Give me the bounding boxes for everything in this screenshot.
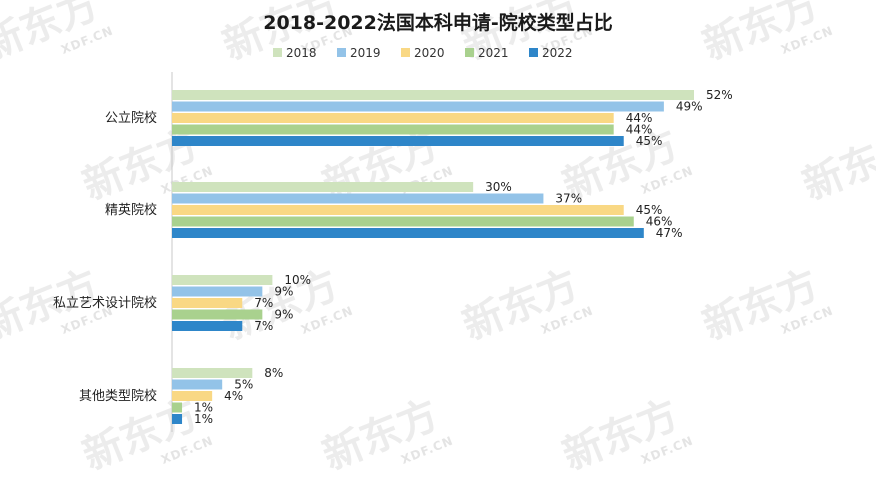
- legend-swatch-2022: [529, 48, 538, 57]
- bar-2022-1: [172, 228, 644, 238]
- legend-label-2020: 2020: [414, 46, 445, 60]
- watermark-logo-text: 新东方: [317, 392, 445, 478]
- bar-2018-1: [172, 182, 474, 192]
- data-label: 44%: [626, 111, 653, 125]
- chart-legend: 2018 2019 2020 2021 2022: [273, 46, 573, 60]
- data-label: 1%: [194, 401, 213, 415]
- legend-label-2018: 2018: [286, 46, 317, 60]
- category-label: 其他类型院校: [79, 388, 157, 404]
- bar-2019-2: [172, 286, 263, 297]
- data-label: 46%: [646, 215, 673, 229]
- bar-2022-0: [172, 136, 624, 146]
- data-label: 9%: [274, 285, 293, 299]
- bar-2021-2: [172, 309, 263, 320]
- data-label: 7%: [254, 296, 273, 310]
- legend-swatch-2021: [465, 48, 474, 57]
- data-label: 37%: [555, 192, 582, 206]
- bar-2018-2: [172, 275, 273, 285]
- watermark-logo-text: 新东方: [557, 392, 685, 478]
- bar-2021-3: [172, 402, 183, 413]
- data-label: 9%: [274, 308, 293, 322]
- data-label: 7%: [254, 319, 273, 333]
- bar-2020-0: [172, 113, 614, 123]
- legend-swatch-2018: [273, 48, 282, 57]
- bar-2020-1: [172, 205, 624, 215]
- data-label: 1%: [194, 412, 213, 426]
- legend-swatch-2019: [337, 48, 346, 57]
- category-label: 公立院校: [105, 110, 157, 126]
- bar-2020-3: [172, 391, 213, 401]
- chart-title: 2018-2022法国本科申请-院校类型占比: [263, 11, 613, 34]
- data-label: 44%: [626, 123, 653, 137]
- data-label: 45%: [636, 134, 663, 148]
- bar-2021-1: [172, 216, 634, 227]
- bar-2020-2: [172, 298, 243, 308]
- legend-swatch-2020: [401, 48, 410, 57]
- bar-2018-3: [172, 368, 253, 378]
- bar-2019-0: [172, 101, 664, 112]
- bar-2022-3: [172, 414, 183, 424]
- category-label: 私立艺术设计院校: [53, 295, 157, 311]
- data-label: 47%: [656, 226, 683, 240]
- data-label: 5%: [234, 378, 253, 392]
- data-label: 4%: [224, 389, 243, 403]
- bar-2019-3: [172, 379, 223, 390]
- watermark-logo-text: 新东方: [77, 392, 205, 478]
- bar-2021-0: [172, 124, 614, 135]
- watermark-logo-text: 新东方: [457, 262, 585, 350]
- legend-label-2021: 2021: [478, 46, 509, 60]
- bar-layer: [172, 90, 694, 424]
- data-label: 30%: [485, 180, 512, 194]
- data-label: 10%: [284, 273, 311, 287]
- watermark-logo-text: 新东方: [797, 122, 876, 210]
- value-labels: 52%49%44%44%45%30%37%45%46%47%10%9%7%9%7…: [194, 88, 733, 426]
- bar-2018-0: [172, 90, 694, 100]
- bar-2022-2: [172, 321, 243, 331]
- bar-2019-1: [172, 193, 544, 204]
- data-label: 8%: [264, 366, 283, 380]
- data-label: 45%: [636, 203, 663, 217]
- watermark-logo-text: 新东方: [697, 262, 825, 350]
- category-label: 精英院校: [105, 202, 157, 218]
- data-label: 49%: [676, 100, 703, 114]
- legend-label-2019: 2019: [350, 46, 381, 60]
- data-label: 52%: [706, 88, 733, 102]
- legend-label-2022: 2022: [542, 46, 573, 60]
